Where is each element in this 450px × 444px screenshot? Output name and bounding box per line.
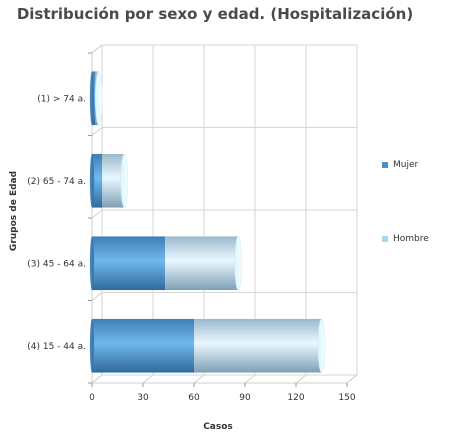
- left-wall-divider: [91, 292, 103, 301]
- bar-hombre: [165, 236, 239, 291]
- bar-start-cap: [89, 71, 95, 126]
- x-tick-label: 0: [89, 393, 95, 403]
- floor-gridline: [193, 374, 205, 384]
- left-wall-divider: [91, 127, 103, 136]
- left-wall-divider: [91, 374, 103, 384]
- bar-hombre: [102, 153, 125, 208]
- y-category-label: (3) 45 - 64 a.: [27, 259, 86, 269]
- bars: [89, 71, 326, 373]
- legend-item-mujer: Mujer: [382, 160, 418, 170]
- chart-title: Distribución por sexo y edad. (Hospitali…: [16, 5, 414, 23]
- legend-label-hombre: Hombre: [393, 234, 429, 244]
- legend-label-mujer: Mujer: [393, 160, 419, 170]
- floor-gridline: [295, 374, 307, 384]
- axis-labels: 0 30 60 90 120 150 (1) > 74 a. (2) 65 - 74 a. (3…: [27, 94, 356, 403]
- floor-gridline: [244, 374, 256, 384]
- bar-end-cap: [234, 236, 242, 291]
- bar-mujer: [92, 318, 194, 373]
- bar-mujer: [92, 236, 166, 291]
- x-tick-label: 120: [287, 393, 304, 403]
- y-category-label: (2) 65 - 74 a.: [27, 177, 86, 187]
- bar-start-cap: [89, 318, 95, 373]
- bar-mujer: [92, 153, 103, 208]
- legend-swatch-mujer: [382, 161, 388, 168]
- left-wall-divider: [91, 44, 103, 54]
- bar-end-cap: [317, 318, 326, 373]
- floor-gridline: [346, 374, 358, 384]
- x-axis-label: Casos: [203, 422, 233, 432]
- bar-start-cap: [89, 153, 95, 208]
- bar-hombre: [194, 318, 322, 373]
- x-tick-label: 60: [188, 393, 200, 403]
- floor-gridline: [142, 374, 154, 384]
- bar-end-cap: [120, 153, 129, 208]
- bar-end-cap: [95, 71, 103, 126]
- legend-swatch-hombre: [382, 235, 388, 242]
- y-category-label: (1) > 74 a.: [37, 94, 86, 104]
- y-axis-label: Grupos de Edad: [9, 171, 19, 251]
- bar-start-cap: [89, 236, 95, 291]
- x-tick-label: 30: [137, 393, 149, 403]
- x-tick-label: 90: [239, 393, 251, 403]
- left-wall-divider: [91, 209, 103, 219]
- y-category-label: (4) 15 - 44 a.: [27, 342, 86, 352]
- x-tick-label: 150: [338, 393, 355, 403]
- legend-item-hombre: Hombre: [382, 234, 429, 244]
